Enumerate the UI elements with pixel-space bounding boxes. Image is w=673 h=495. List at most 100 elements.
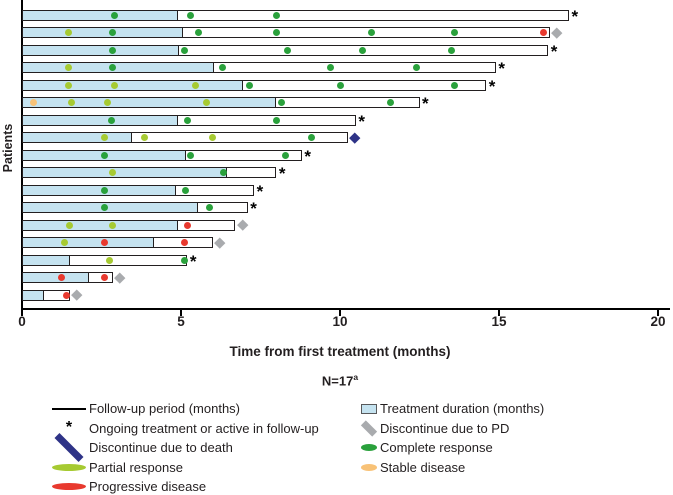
x-axis-tick-label: 5 bbox=[177, 314, 185, 329]
line-icon bbox=[52, 407, 86, 410]
x-axis-tick-label: 10 bbox=[332, 314, 348, 329]
event-dot-complete-response bbox=[110, 11, 118, 19]
event-dot-complete-response bbox=[307, 134, 315, 141]
legend-item: Complete response bbox=[361, 438, 544, 458]
x-axis-tick bbox=[657, 310, 659, 316]
legend-item-label: Discontinue due to PD bbox=[380, 420, 510, 436]
legend-item: Discontinue due to death bbox=[52, 433, 319, 463]
event-dot-complete-response bbox=[447, 46, 455, 54]
ongoing-asterisk-icon: * bbox=[358, 111, 366, 131]
event-dot-partial-response bbox=[64, 81, 72, 89]
event-dot-complete-response bbox=[277, 99, 285, 106]
x-axis-line bbox=[21, 308, 670, 310]
event-dot-complete-response bbox=[206, 204, 214, 211]
event-dot-progressive-disease bbox=[101, 274, 109, 281]
event-dot-progressive-disease bbox=[540, 29, 548, 36]
event-dot-partial-response bbox=[209, 134, 217, 141]
pd-diamond-icon bbox=[214, 237, 226, 248]
legend-item-label: Discontinue due to death bbox=[89, 440, 233, 456]
event-dot-partial-response bbox=[109, 169, 117, 176]
event-dot-complete-response bbox=[180, 46, 188, 54]
event-dot-complete-response bbox=[220, 169, 228, 176]
ongoing-asterisk-icon: * bbox=[488, 76, 496, 96]
asterisk-icon: * bbox=[65, 419, 73, 437]
treatment-bar bbox=[22, 272, 89, 283]
event-dot-complete-response bbox=[282, 151, 290, 159]
treatment-bar bbox=[22, 62, 215, 73]
ongoing-asterisk-icon: * bbox=[189, 251, 197, 271]
ongoing-asterisk-icon: * bbox=[498, 59, 505, 78]
event-dot-complete-response bbox=[109, 46, 117, 54]
ongoing-asterisk-icon: * bbox=[278, 164, 286, 183]
legend-item-label: Ongoing treatment or active in follow-up bbox=[89, 420, 319, 436]
event-dot-complete-response bbox=[245, 81, 253, 89]
event-dot-complete-response bbox=[183, 116, 191, 124]
legend-item: Discontinue due to PD bbox=[360, 419, 544, 439]
event-dot-stable-disease bbox=[29, 99, 37, 106]
treatment-bar bbox=[22, 97, 277, 108]
n-label: N=17a bbox=[0, 372, 673, 388]
ongoing-asterisk-icon: * bbox=[550, 41, 558, 61]
event-dot-partial-response bbox=[202, 99, 210, 106]
treatment-bar bbox=[22, 219, 178, 231]
legend-item-label: Stable disease bbox=[380, 459, 466, 475]
pd-diamond-icon bbox=[236, 219, 248, 231]
legend-item: * Ongoing treatment or active in follow-u… bbox=[52, 419, 319, 439]
event-dot-complete-response bbox=[412, 64, 420, 71]
event-dot-complete-response bbox=[101, 204, 109, 211]
event-dot-partial-response bbox=[104, 99, 112, 106]
legend-item: Stable disease bbox=[361, 458, 544, 478]
pd-diamond-icon bbox=[114, 272, 126, 283]
event-dot-progressive-disease bbox=[101, 239, 109, 246]
ongoing-asterisk-icon: * bbox=[422, 94, 429, 113]
dot-yellowgreen-icon bbox=[52, 463, 86, 471]
event-dot-complete-response bbox=[187, 11, 195, 19]
treatment-bar bbox=[22, 184, 177, 196]
ongoing-asterisk-icon: * bbox=[256, 181, 264, 201]
event-dot-partial-response bbox=[64, 64, 72, 71]
ongoing-asterisk-icon: * bbox=[571, 6, 579, 26]
event-dot-complete-response bbox=[450, 81, 458, 89]
event-dot-complete-response bbox=[107, 116, 115, 124]
n-label-superscript: a bbox=[353, 372, 359, 382]
x-axis-tick-label: 20 bbox=[650, 314, 666, 329]
event-dot-complete-response bbox=[326, 64, 334, 71]
event-dot-progressive-disease bbox=[58, 274, 66, 281]
x-axis-tick bbox=[339, 310, 341, 316]
event-dot-partial-response bbox=[105, 256, 113, 264]
swimmer-plot-area: * * * * * * * * * * * 0 5 10 15 20 bbox=[18, 0, 670, 329]
x-axis-tick bbox=[498, 310, 500, 316]
event-dot-complete-response bbox=[182, 186, 190, 194]
legend-item-label: Complete response bbox=[380, 440, 493, 456]
event-dot-complete-response bbox=[180, 256, 188, 264]
event-dot-partial-response bbox=[101, 134, 109, 141]
y-axis-title: Patients bbox=[1, 123, 15, 173]
legend-right-column: Treatment duration (months) Discontinue d… bbox=[360, 399, 544, 478]
event-dot-complete-response bbox=[101, 186, 109, 194]
event-dot-complete-response bbox=[187, 151, 195, 159]
ongoing-asterisk-icon: * bbox=[304, 146, 311, 166]
diamond-gray-icon bbox=[360, 420, 378, 437]
event-dot-complete-response bbox=[272, 116, 280, 124]
event-dot-complete-response bbox=[336, 81, 344, 89]
event-dot-complete-response bbox=[272, 29, 280, 36]
event-dot-progressive-disease bbox=[183, 221, 191, 229]
dot-orange-icon bbox=[361, 463, 377, 471]
treatment-bar bbox=[22, 254, 70, 266]
treatment-bar bbox=[22, 167, 228, 178]
legend-item: Partial response bbox=[52, 458, 319, 478]
event-dot-complete-response bbox=[194, 29, 202, 36]
legend-item: Follow-up period (months) bbox=[52, 399, 319, 419]
event-dot-complete-response bbox=[218, 64, 226, 71]
legend-item: Progressive disease bbox=[52, 477, 319, 495]
event-dot-complete-response bbox=[450, 29, 458, 36]
event-dot-partial-response bbox=[61, 239, 69, 246]
treatment-bar bbox=[22, 132, 132, 143]
event-dot-complete-response bbox=[101, 151, 109, 159]
x-axis-tick-label: 15 bbox=[491, 314, 507, 329]
event-dot-partial-response bbox=[66, 221, 74, 229]
event-dot-partial-response bbox=[64, 29, 72, 36]
legend-left-column: Follow-up period (months) * Ongoing treatm… bbox=[52, 399, 319, 495]
event-dot-partial-response bbox=[110, 81, 118, 89]
n-label-text: N=17 bbox=[321, 373, 354, 389]
